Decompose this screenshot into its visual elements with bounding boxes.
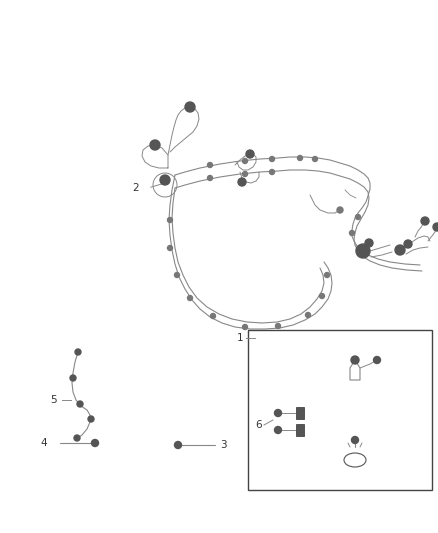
Circle shape [352,437,358,443]
Bar [248,330,432,490]
Circle shape [404,240,412,248]
Circle shape [88,416,94,422]
Circle shape [325,272,329,278]
Circle shape [208,163,212,167]
Circle shape [337,207,343,213]
Circle shape [187,295,192,301]
Circle shape [357,246,361,252]
Circle shape [211,313,215,319]
Circle shape [433,223,438,231]
Text: 4: 4 [40,438,46,448]
Circle shape [208,175,212,181]
Bar [296,407,304,419]
Circle shape [174,441,181,448]
Circle shape [275,409,282,416]
Circle shape [297,156,303,160]
Circle shape [312,157,318,161]
Circle shape [70,375,76,381]
Bar [296,424,304,436]
Circle shape [319,294,325,298]
Text: 1: 1 [237,333,244,343]
Circle shape [421,217,429,225]
Circle shape [243,172,247,176]
Circle shape [269,169,275,174]
Text: 5: 5 [50,395,57,405]
Text: 3: 3 [220,440,226,450]
Circle shape [356,214,360,220]
Circle shape [150,140,160,150]
Circle shape [243,158,247,164]
Circle shape [276,324,280,328]
Circle shape [350,230,354,236]
Circle shape [238,178,246,186]
Circle shape [269,157,275,161]
Circle shape [185,102,195,112]
Circle shape [351,356,359,364]
Text: 6: 6 [255,420,261,430]
Circle shape [92,440,99,447]
Circle shape [77,401,83,407]
Circle shape [395,245,405,255]
Circle shape [374,357,381,364]
Circle shape [243,325,247,329]
Circle shape [167,217,173,222]
Circle shape [74,435,80,441]
Circle shape [275,426,282,433]
Circle shape [167,246,173,251]
Circle shape [356,244,370,258]
Circle shape [160,175,170,185]
Circle shape [305,312,311,318]
Circle shape [365,239,373,247]
Circle shape [246,150,254,158]
Circle shape [75,349,81,355]
Text: 2: 2 [132,183,138,193]
Circle shape [174,272,180,278]
